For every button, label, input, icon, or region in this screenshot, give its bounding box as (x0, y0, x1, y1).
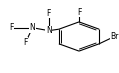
Text: F: F (77, 8, 81, 17)
Text: F: F (9, 23, 14, 32)
Text: F: F (47, 9, 51, 18)
Text: Br: Br (110, 32, 119, 41)
Text: N: N (46, 26, 52, 35)
Text: F: F (23, 38, 28, 47)
Text: N: N (30, 23, 35, 32)
